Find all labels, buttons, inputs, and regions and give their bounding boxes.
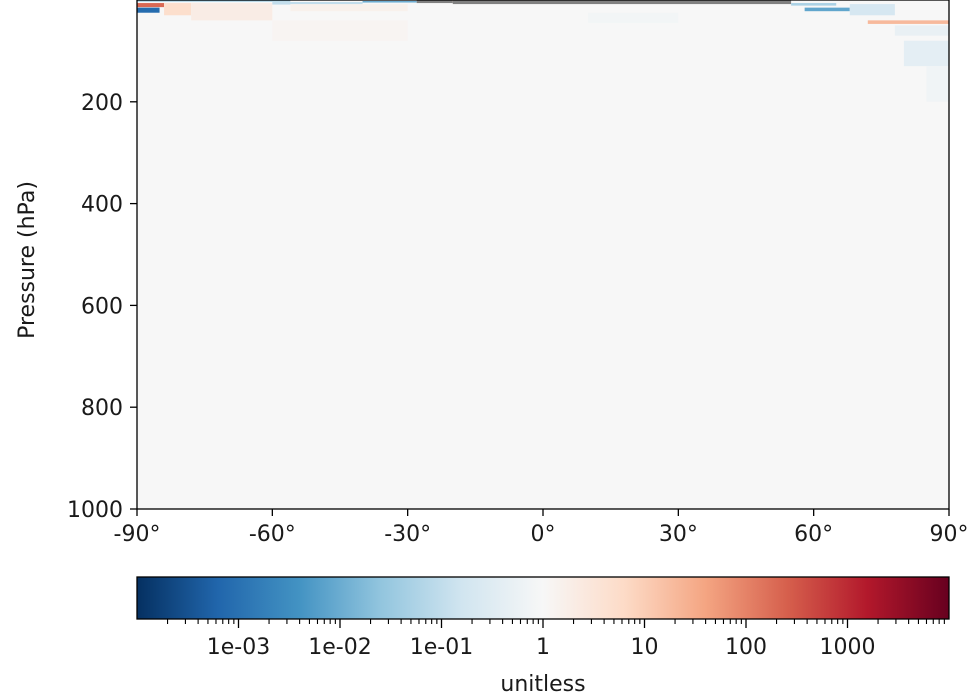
heatmap-cell [137,3,165,8]
colorbar-tick-label: 1e-01 [410,635,473,660]
heatmap-cell [272,2,363,5]
heatmap-cell [894,25,949,36]
heatmap-cell [290,4,408,12]
colorbar-label: unitless [500,672,585,697]
heatmap-cell [791,3,837,6]
heatmap-cell [867,20,949,24]
y-tick-label: 200 [81,91,123,116]
x-axis: -90° -60° -30° 0° 30° 60° 90° [114,509,969,547]
x-tick-label: 60° [794,522,833,547]
colorbar-tick-label: 1000 [820,635,876,660]
x-tick-label: -60° [249,522,296,547]
heatmap-plot: -90° -60° -30° 0° 30° 60° 90° 200 400 600 800 1000… [15,0,969,547]
colorbar: 1e-03 1e-02 1e-01 1 10 100 1000 unitless [136,576,950,697]
y-tick-label: 600 [81,294,123,319]
colorbar-tick-label: 1e-03 [207,635,270,660]
heatmap-cell [588,12,679,23]
heatmap-cell [849,4,895,16]
heatmap-cell [191,3,273,21]
colorbar-ticks: 1e-03 1e-02 1e-01 1 10 100 1000 [167,619,945,660]
heatmap-cell [362,1,417,3]
colorbar-fill [137,577,949,619]
x-tick-label: 30° [659,522,698,547]
x-tick-label: 90° [930,522,969,547]
y-tick-label: 800 [81,396,123,421]
colorbar-tick-label: 100 [725,635,767,660]
heatmap-cell [272,20,408,41]
colorbar-tick-label: 1 [536,635,550,660]
x-tick-label: -90° [114,522,161,547]
heatmap-cell [137,7,160,13]
y-axis: 200 400 600 800 1000 [67,91,137,523]
heatmap-cell [137,0,291,2]
heatmap-background [137,0,949,509]
y-axis-label: Pressure (hPa) [15,181,40,339]
heatmap-cell [926,66,949,102]
heatmap-cells [137,0,949,102]
heatmap-cell [804,7,850,12]
heatmap-cell [452,0,792,5]
colorbar-tick-label: 1e-02 [308,635,371,660]
heatmap-cell [164,3,192,16]
y-tick-label: 400 [81,193,123,218]
heatmap-cell [903,40,949,67]
x-tick-label: -30° [384,522,431,547]
heatmap-cell [416,0,453,4]
y-tick-label: 1000 [67,498,123,523]
x-tick-label: 0° [531,522,556,547]
colorbar-tick-label: 10 [631,635,659,660]
